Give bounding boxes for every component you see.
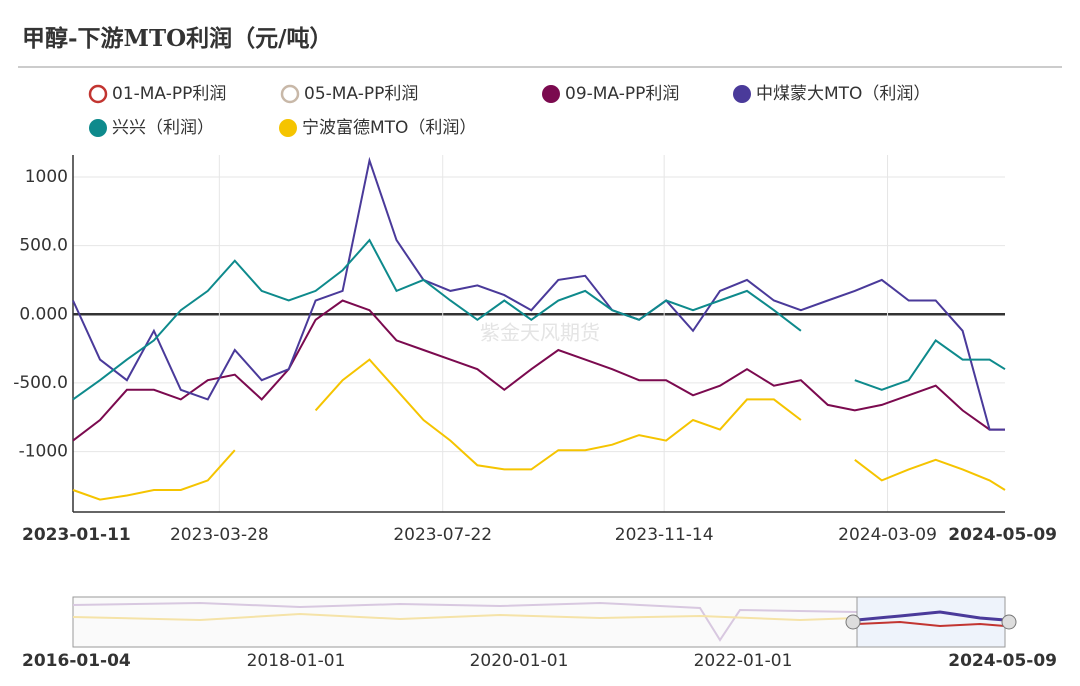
legend-label: 中煤蒙大MTO（利润） xyxy=(756,84,930,104)
legend-label: 05-MA-PP利润 xyxy=(304,84,418,104)
series-line xyxy=(72,358,1006,501)
legend-marker[interactable] xyxy=(542,85,560,103)
navigator-label: 2016-01-04 xyxy=(22,651,131,671)
series-line xyxy=(72,156,1005,431)
legend-marker[interactable] xyxy=(733,85,751,103)
navigator-handle[interactable] xyxy=(845,614,861,630)
navigator-label: 2022-01-01 xyxy=(694,651,793,671)
x-tick-label: 2023-07-22 xyxy=(393,525,492,545)
navigator-label: 2020-01-01 xyxy=(470,651,569,671)
legend-label: 宁波富德MTO（利润） xyxy=(302,118,476,138)
navigator-preview xyxy=(856,620,1006,628)
y-tick-label: -1000 xyxy=(19,442,68,462)
navigator-preview xyxy=(72,601,858,642)
legend-marker[interactable] xyxy=(88,84,108,104)
y-tick-label: 500.0 xyxy=(19,236,68,256)
x-tick-label: 2023-01-11 xyxy=(22,525,131,545)
navigator-label: 2018-01-01 xyxy=(247,651,346,671)
series-line xyxy=(72,299,1005,442)
y-tick-label: -500.0 xyxy=(13,373,68,393)
x-tick-label: 2023-03-28 xyxy=(170,525,269,545)
navigator-handle[interactable] xyxy=(1001,614,1017,630)
navigator-preview xyxy=(856,610,1006,622)
legend-marker[interactable] xyxy=(279,119,297,137)
legend-marker[interactable] xyxy=(89,119,107,137)
series-line xyxy=(72,238,1006,401)
navigator-preview xyxy=(72,612,858,622)
chart-title: 甲醇-下游MTO利润（元/吨） xyxy=(22,25,333,52)
legend-label: 09-MA-PP利润 xyxy=(565,84,679,104)
x-tick-label: 2024-03-09 xyxy=(838,525,937,545)
legend-marker[interactable] xyxy=(280,84,300,104)
legend-label: 兴兴（利润） xyxy=(112,118,214,138)
y-tick-label: 1000 xyxy=(25,167,68,187)
navigator-label: 2024-05-09 xyxy=(948,651,1057,671)
x-tick-label: 2024-05-09 xyxy=(948,525,1057,545)
y-tick-label: 0.000 xyxy=(19,304,68,324)
watermark: 紫金天风期货 xyxy=(480,321,600,345)
legend-label: 01-MA-PP利润 xyxy=(112,84,226,104)
x-tick-label: 2023-11-14 xyxy=(615,525,714,545)
